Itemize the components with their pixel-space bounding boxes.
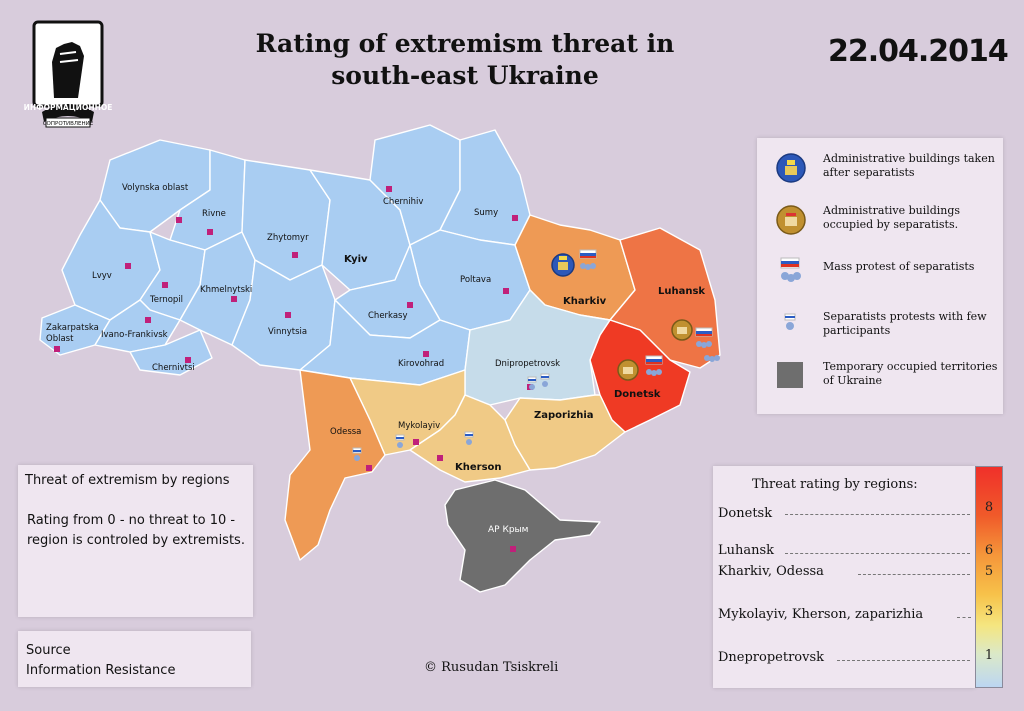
mass-protest-icon [704, 355, 720, 362]
rating-box: Threat rating by regions: Donetsk Luhans… [713, 466, 975, 688]
label-vinnytsia: Vinnytsia [268, 327, 307, 337]
label-chernivtsi: Chernivtsi [152, 363, 195, 373]
mass-protest-icon [780, 257, 801, 282]
logo: ИНФОРМАЦИОННОЕ СОПРОТИВЛЕНИЕ [12, 18, 124, 130]
source-label: Source [26, 643, 71, 658]
small-protest-icon [784, 313, 796, 330]
logo-text-top: ИНФОРМАЦИОННОЕ [24, 103, 113, 112]
label-khmelnytski: Khmelnytski [200, 285, 252, 295]
label-donetsk: Donetsk [614, 389, 661, 400]
threat-description-box: Threat of extremism by regions Rating fr… [18, 465, 253, 617]
scale-value-1: 1 [984, 648, 994, 663]
label-dnipropetrovsk: Dnipropetrovsk [495, 359, 560, 369]
legend-label-taken: Administrative buildings taken after sep… [823, 152, 995, 179]
label-zakarpatska-1: Zakarpatska [46, 323, 99, 333]
rating-leader [858, 574, 970, 575]
label-zaporizhia: Zaporizhia [534, 410, 594, 421]
small-protest-icon [527, 376, 537, 390]
legend-label-mass: Mass protest of separatists [823, 260, 975, 273]
scale-value-5: 5 [984, 564, 994, 579]
label-zhytomyr: Zhytomyr [267, 233, 309, 243]
small-protest-icon [352, 447, 362, 461]
map-legend: Administrative buildings taken after sep… [757, 138, 1003, 414]
label-ivano: Ivano-Frankivsk [101, 330, 168, 340]
building-taken-icon [551, 253, 575, 277]
label-kyiv: Kyiv [344, 254, 368, 265]
map-title: Rating of extremism threat in south-east … [255, 29, 675, 90]
label-kherson: Kherson [455, 462, 502, 473]
label-crimea: АР Крым [488, 525, 528, 535]
scale-value-8: 8 [984, 500, 994, 515]
logo-text-bottom: СОПРОТИВЛЕНИЕ [43, 121, 94, 127]
region-ivano[interactable] [94, 299, 181, 353]
rating-leader [957, 617, 971, 618]
scale-value-3: 3 [984, 604, 994, 619]
raised-fist-emblem-icon: ИНФОРМАЦИОННОЕ СОПРОТИВЛЕНИЕ [24, 20, 113, 128]
region-chernivtsi[interactable] [129, 329, 213, 376]
occupied-square-icon [777, 362, 803, 388]
rating-title: Threat rating by regions: [752, 477, 918, 492]
building-taken-icon [776, 153, 806, 183]
legend-label-occupied: Administrative buildings occupied by sep… [823, 204, 961, 231]
mass-protest-icon [645, 355, 663, 376]
legend-label-occupied-territory: Temporary occupied territories of Ukrain… [823, 360, 998, 387]
city-markers [54, 186, 533, 552]
label-odessa: Odessa [330, 427, 361, 437]
building-occupied-icon [776, 205, 806, 235]
author-credit: © Rusudan Tsiskreli [424, 660, 559, 675]
rating-leader [837, 660, 970, 661]
label-lvyv: Lvyv [92, 271, 112, 281]
legend-label-small: Separatists protests with few participan… [823, 310, 987, 337]
rating-row-donetsk: Donetsk [718, 506, 773, 521]
label-luhansk: Luhansk [658, 286, 705, 297]
source-box: Source Information Resistance [18, 631, 251, 687]
label-cherkasy: Cherkasy [368, 311, 408, 321]
label-mykolayiv: Mykolayiv [398, 421, 440, 431]
region-crimea[interactable] [444, 479, 601, 593]
label-sumy: Sumy [474, 208, 498, 218]
rating-row-kharkiv-odessa: Kharkiv, Odessa [718, 564, 824, 579]
small-protest-icon [464, 431, 474, 445]
label-kharkiv: Kharkiv [563, 296, 607, 307]
small-protest-icon [395, 434, 405, 448]
label-kirovohrad: Kirovohrad [398, 359, 444, 369]
label-zakarpatska-2: Oblast [46, 334, 74, 344]
date-label: 22.04.2014 [828, 34, 1009, 69]
region-luhansk[interactable] [609, 227, 721, 369]
scale-value-6: 6 [984, 543, 994, 558]
threat-description: Rating from 0 - no threat to 10 - region… [27, 513, 245, 548]
mass-protest-icon [579, 249, 597, 270]
rating-leader [785, 553, 970, 554]
label-poltava: Poltava [460, 275, 491, 285]
source-text: Source Information Resistance [26, 641, 175, 681]
label-rivne: Rivne [202, 209, 226, 219]
label-ternopil: Ternopil [149, 295, 183, 305]
label-chernihiv: Chernihiv [383, 197, 423, 207]
small-protest-icon [540, 373, 550, 387]
map-event-icons [352, 249, 720, 461]
label-volynska: Volynska oblast [122, 183, 189, 193]
rating-row-mykolayiv-kherson: Mykolayiv, Kherson, zaparizhia [718, 607, 924, 622]
threat-title: Threat of extremism by regions [25, 473, 230, 488]
building-occupied-icon [617, 359, 639, 381]
rating-row-dnepropetrovsk: Dnepropetrovsk [718, 650, 825, 665]
source-value: Information Resistance [26, 663, 176, 678]
region-odessa[interactable] [284, 369, 386, 561]
building-occupied-icon [671, 319, 693, 341]
mass-protest-icon [695, 327, 713, 348]
threat-color-scale: 8 6 5 3 1 [975, 466, 1003, 688]
rating-leader [785, 514, 970, 515]
rating-row-luhansk: Luhansk [718, 543, 775, 558]
